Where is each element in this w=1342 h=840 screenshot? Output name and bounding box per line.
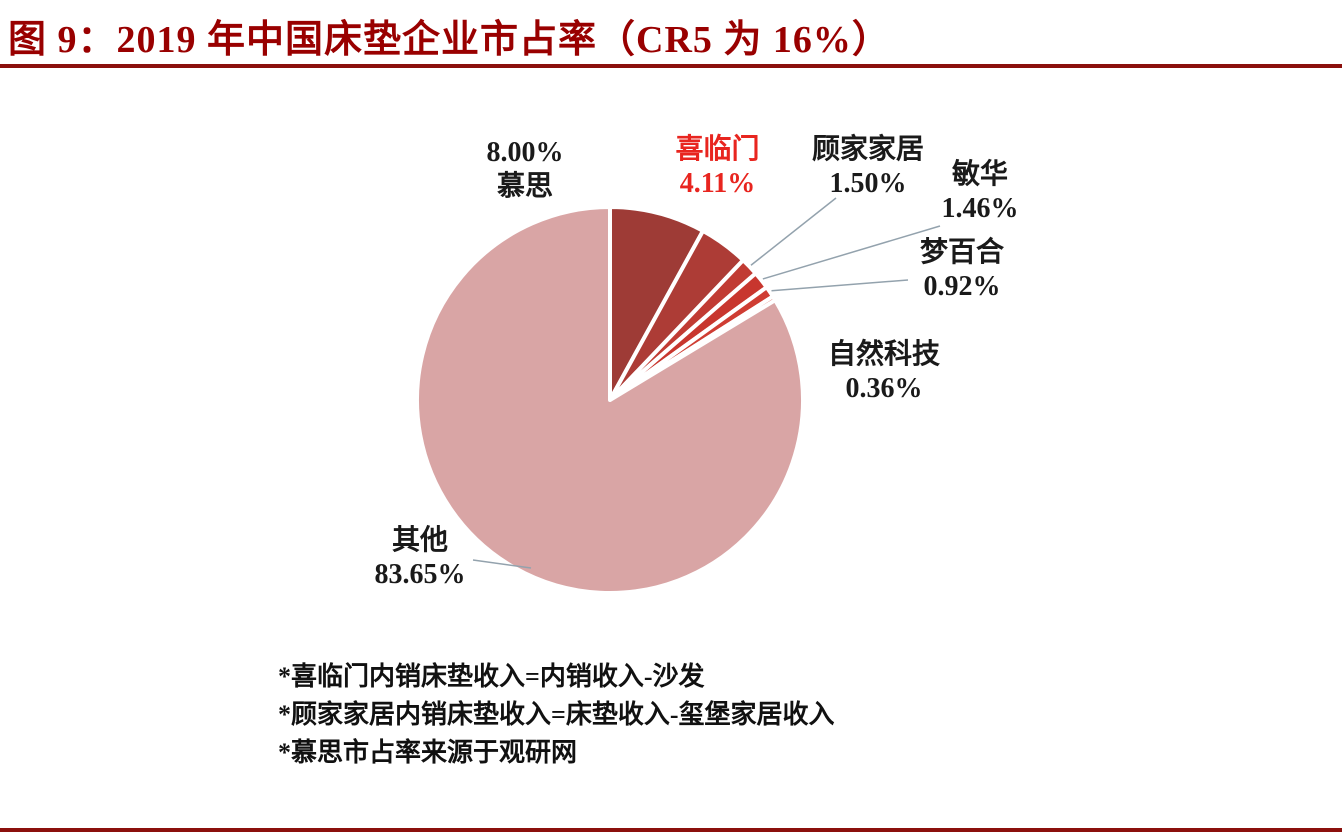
figure-title: 图 9：2019 年中国床垫企业市占率（CR5 为 16%） — [8, 19, 891, 61]
label-mlily-name: 梦百合 — [919, 237, 1004, 268]
leader-line — [750, 197, 837, 266]
leader-line — [472, 559, 532, 569]
label-kuka-value: 1.50% — [829, 168, 907, 200]
footnote-line-1: *喜临门内销床垫收入=内销收入-沙发 — [278, 662, 705, 691]
label-kuka: 顾家家居 1.50% — [793, 133, 943, 201]
label-xilinmen-value: 4.11% — [679, 168, 756, 200]
label-kuka-name: 顾家家居 — [811, 134, 924, 165]
leader-line — [762, 225, 941, 280]
footnotes: *喜临门内销床垫收入=内销收入-沙发 *顾家家居内销床垫收入=床垫收入-玺堡家居… — [278, 658, 834, 772]
label-mousse-value: 8.00% — [486, 137, 564, 168]
label-mlily: 梦百合 0.92% — [893, 236, 1031, 304]
label-xilinmen-name: 喜临门 — [675, 134, 760, 165]
label-others-name: 其他 — [391, 525, 448, 556]
pie-slice-6 — [415, 205, 805, 595]
label-minhua: 敏华 1.46% — [920, 158, 1040, 226]
leader-line — [771, 279, 909, 292]
bottom-rule — [0, 828, 1342, 832]
label-natural-tech-name: 自然科技 — [827, 339, 940, 370]
label-mousse-name: 慕思 — [496, 171, 553, 203]
label-mousse: 8.00% 慕思 — [450, 136, 600, 204]
footnote-line-2: *顾家家居内销床垫收入=床垫收入-玺堡家居收入 — [278, 700, 835, 729]
label-natural-tech-value: 0.36% — [845, 373, 923, 405]
title-divider-rule — [0, 64, 1342, 68]
label-minhua-name: 敏华 — [951, 159, 1008, 190]
label-xilinmen: 喜临门 4.11% — [650, 133, 785, 201]
label-mlily-value: 0.92% — [923, 271, 1001, 303]
footnote-line-3: *慕思市占率来源于观研网 — [278, 738, 578, 767]
label-others-value: 83.65% — [374, 559, 466, 591]
label-others: 其他 83.65% — [345, 524, 495, 592]
label-minhua-value: 1.46% — [941, 193, 1019, 225]
label-natural-tech: 自然科技 0.36% — [808, 338, 960, 406]
